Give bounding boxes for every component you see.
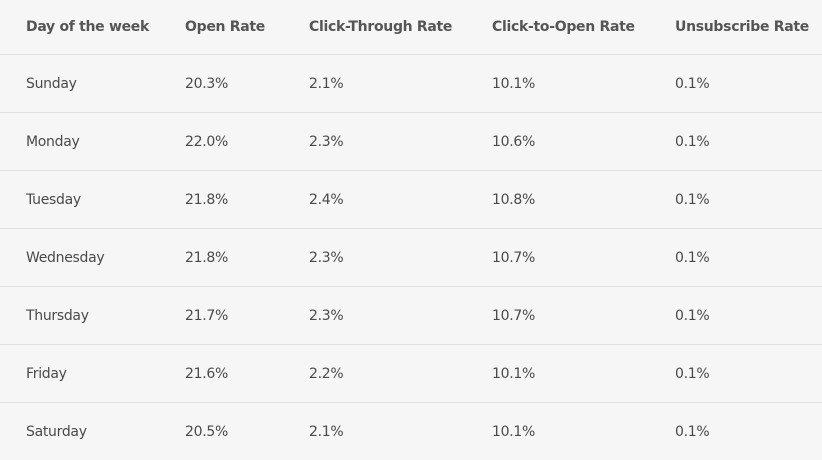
table-cell: 10.1% [492, 345, 675, 403]
table-cell: 0.1% [675, 345, 822, 403]
table-cell: 0.1% [675, 287, 822, 345]
table-cell: 22.0% [185, 113, 309, 171]
table-cell: 2.4% [309, 171, 492, 229]
table-cell: 10.6% [492, 113, 675, 171]
table-cell: 21.8% [185, 171, 309, 229]
header-cell: Open Rate [185, 0, 309, 55]
table-cell: Thursday [0, 287, 185, 345]
table-cell: 20.3% [185, 55, 309, 113]
table-cell: 0.1% [675, 113, 822, 171]
table-cell: 0.1% [675, 229, 822, 287]
table-cell: 10.1% [492, 403, 675, 460]
table-cell: 21.7% [185, 287, 309, 345]
table-cell: 10.7% [492, 287, 675, 345]
table-cell: Monday [0, 113, 185, 171]
table-cell: 2.1% [309, 403, 492, 460]
table-cell: 2.3% [309, 287, 492, 345]
table-cell: 2.3% [309, 113, 492, 171]
table-cell: Tuesday [0, 171, 185, 229]
header-cell: Day of the week [0, 0, 185, 55]
table-cell: 21.6% [185, 345, 309, 403]
table-cell: 10.7% [492, 229, 675, 287]
header-cell: Click-to-Open Rate [492, 0, 675, 55]
table-cell: 10.8% [492, 171, 675, 229]
table-cell: 0.1% [675, 403, 822, 460]
table-cell: 2.2% [309, 345, 492, 403]
header-cell: Unsubscribe Rate [675, 0, 822, 55]
table-cell: Wednesday [0, 229, 185, 287]
header-cell: Click-Through Rate [309, 0, 492, 55]
table-cell: 10.1% [492, 55, 675, 113]
table-cell: 2.3% [309, 229, 492, 287]
table-cell: Sunday [0, 55, 185, 113]
table-cell: 0.1% [675, 171, 822, 229]
table-cell: 20.5% [185, 403, 309, 460]
table-cell: 2.1% [309, 55, 492, 113]
table-cell: 21.8% [185, 229, 309, 287]
table-cell: Saturday [0, 403, 185, 460]
table-cell: Friday [0, 345, 185, 403]
table-cell: 0.1% [675, 55, 822, 113]
